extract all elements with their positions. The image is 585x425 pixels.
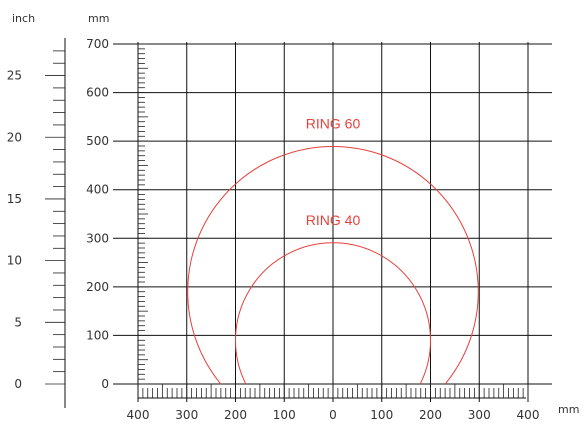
y-tick-label: 600 — [86, 86, 109, 100]
mm-unit-label-right: mm — [558, 403, 579, 416]
x-tick-label: 400 — [127, 408, 150, 422]
x-tick-label: 300 — [175, 408, 198, 422]
curve-label: RING 40 — [306, 212, 361, 228]
x-tick-label: 300 — [468, 408, 491, 422]
inch-scale: 0 5 10 15 20 25 — [7, 38, 66, 408]
y-tick-label: 400 — [86, 183, 109, 197]
minor-ticks — [137, 43, 529, 398]
y-tick-label: 0 — [101, 377, 109, 391]
y-tick-label: 100 — [86, 328, 109, 342]
x-tick-label: 100 — [273, 408, 296, 422]
inch-tick-label: 5 — [14, 315, 22, 329]
y-tick-label: 300 — [86, 231, 109, 245]
x-tick-label: 0 — [329, 408, 337, 422]
x-tick-label: 200 — [419, 408, 442, 422]
y-tick-label: 500 — [86, 134, 109, 148]
x-tick-label: 200 — [224, 408, 247, 422]
axes — [137, 42, 526, 402]
x-tick-label: 100 — [370, 408, 393, 422]
inch-tick-label: 0 — [14, 377, 22, 391]
inch-unit-label: inch — [12, 12, 35, 25]
inch-tick-label: 10 — [7, 254, 22, 268]
grid — [113, 42, 552, 402]
curve-label: RING 60 — [306, 115, 361, 131]
curve-ring-60 — [187, 145, 479, 385]
inch-tick-label: 25 — [7, 69, 22, 83]
y-tick-label: 700 — [86, 37, 109, 51]
tick-labels: 0 100 200 300 400 500 600 700 400 300 200 100 0 100 20… — [86, 37, 539, 422]
x-tick-label: 400 — [517, 408, 540, 422]
coverage-curves: RING 60 RING 40 — [187, 115, 479, 385]
inch-tick-label: 15 — [7, 192, 22, 206]
y-tick-label: 200 — [86, 280, 109, 294]
curve-ring-40 — [235, 242, 431, 385]
inch-tick-label: 20 — [7, 130, 22, 144]
mm-unit-label-top: mm — [88, 12, 109, 25]
